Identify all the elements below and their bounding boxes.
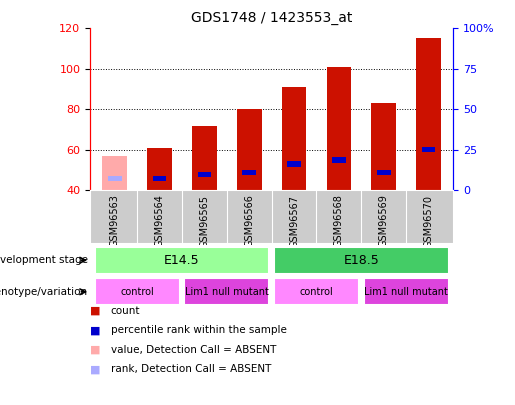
Text: count: count	[111, 306, 140, 316]
Text: control: control	[121, 287, 154, 297]
Bar	[274, 278, 359, 305]
Text: GSM96569: GSM96569	[379, 194, 389, 247]
Text: genotype/variation: genotype/variation	[0, 287, 88, 297]
Bar	[102, 156, 127, 190]
Bar	[153, 176, 166, 181]
Bar	[416, 38, 441, 190]
Bar	[282, 87, 306, 190]
Bar	[371, 103, 396, 190]
Text: control: control	[300, 287, 333, 297]
Bar	[198, 172, 211, 177]
Bar	[332, 158, 346, 162]
Bar	[192, 126, 217, 190]
Title: GDS1748 / 1423553_at: GDS1748 / 1423553_at	[191, 11, 352, 25]
Text: ■: ■	[90, 326, 100, 335]
Text: GSM96567: GSM96567	[289, 194, 299, 247]
Bar	[287, 162, 301, 166]
Text: value, Detection Call = ABSENT: value, Detection Call = ABSENT	[111, 345, 276, 355]
Bar	[147, 148, 172, 190]
Text: GSM96566: GSM96566	[244, 194, 254, 247]
Text: GSM96565: GSM96565	[199, 194, 210, 247]
Text: GSM96570: GSM96570	[423, 194, 434, 247]
Bar	[108, 176, 122, 181]
Bar	[95, 247, 269, 274]
Text: Lim1 null mutant: Lim1 null mutant	[185, 287, 269, 297]
Bar	[95, 278, 180, 305]
Text: ■: ■	[90, 345, 100, 355]
Bar	[184, 278, 269, 305]
Bar	[243, 170, 256, 175]
Text: GSM96568: GSM96568	[334, 194, 344, 247]
Text: GSM96563: GSM96563	[110, 194, 120, 247]
Text: GSM96564: GSM96564	[154, 194, 165, 247]
Bar	[364, 278, 449, 305]
Text: E18.5: E18.5	[344, 254, 379, 267]
Bar	[274, 247, 449, 274]
Bar	[237, 109, 262, 190]
Text: Lim1 null mutant: Lim1 null mutant	[364, 287, 448, 297]
Bar	[377, 170, 390, 175]
Text: development stage: development stage	[0, 255, 88, 265]
Text: ■: ■	[90, 364, 100, 374]
Bar	[422, 147, 435, 152]
Text: rank, Detection Call = ABSENT: rank, Detection Call = ABSENT	[111, 364, 271, 374]
Text: ■: ■	[90, 306, 100, 316]
Bar	[327, 67, 351, 190]
Text: percentile rank within the sample: percentile rank within the sample	[111, 326, 287, 335]
Text: E14.5: E14.5	[164, 254, 200, 267]
